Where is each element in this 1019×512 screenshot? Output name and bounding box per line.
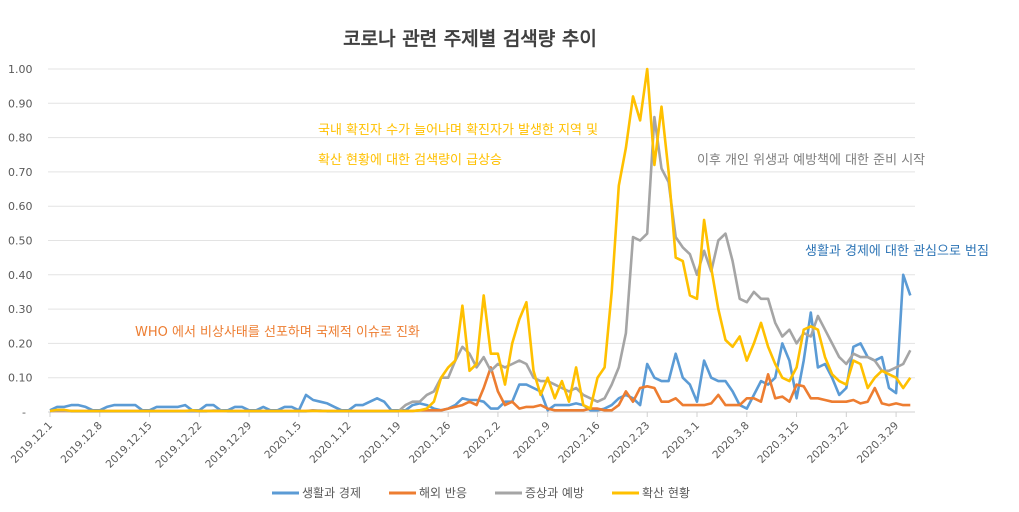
x-tick-label: 2020.3.8 bbox=[710, 420, 752, 462]
y-tick-label: 0.40 bbox=[8, 269, 33, 282]
annotation-who: WHO 에서 비상사태를 선포하며 국제적 이슈로 진화 bbox=[135, 325, 420, 340]
annotation-spread-line2: 확산 현황에 대한 검색량이 급상승 bbox=[318, 153, 502, 168]
x-tick-label: 2020.3.1 bbox=[661, 420, 703, 462]
x-tick-label: 2020.1.5 bbox=[262, 420, 304, 462]
legend-label: 증상과 예방 bbox=[525, 486, 584, 500]
series-line-확산-현황 bbox=[49, 67, 912, 413]
y-tick-label: 1.00 bbox=[8, 63, 33, 76]
x-tick-label: 2019.12.8 bbox=[59, 420, 105, 466]
x-tick-label: 2019.12.22 bbox=[153, 420, 204, 471]
x-tick-label: 2020.1.12 bbox=[307, 420, 353, 466]
x-tick-label: 2020.3.22 bbox=[805, 420, 851, 466]
y-tick-label: 0.20 bbox=[8, 337, 33, 350]
y-tick-label: 0.90 bbox=[8, 97, 33, 110]
x-tick-label: 2019.12.1 bbox=[9, 420, 55, 466]
series-line-생활과-경제 bbox=[49, 273, 912, 412]
x-tick-label: 2020.1.19 bbox=[357, 420, 403, 466]
y-tick-label: 0.50 bbox=[8, 235, 33, 248]
legend-label: 생활과 경제 bbox=[302, 486, 361, 500]
x-tick-label: 2020.2.2 bbox=[461, 420, 503, 462]
annotation-hygiene: 이후 개인 위생과 예방책에 대한 준비 시작 bbox=[697, 153, 926, 168]
x-tick-label: 2019.12.15 bbox=[104, 420, 155, 471]
x-tick-label: 2020.3.15 bbox=[755, 420, 801, 466]
x-tick-label: 2020.2.23 bbox=[606, 420, 652, 466]
y-tick-label: - bbox=[22, 406, 26, 419]
y-tick-label: 0.30 bbox=[8, 303, 33, 316]
x-tick-label: 2020.3.29 bbox=[855, 420, 901, 466]
x-tick-label: 2019.12.29 bbox=[203, 420, 254, 471]
x-tick-label: 2020.2.9 bbox=[511, 420, 553, 462]
chart-title: 코로나 관련 주제별 검색량 추이 bbox=[343, 28, 597, 50]
legend-label: 확산 현황 bbox=[642, 486, 690, 500]
legend-label: 해외 반응 bbox=[419, 486, 467, 500]
y-tick-label: 0.70 bbox=[8, 166, 33, 179]
y-tick-label: 0.80 bbox=[8, 132, 33, 145]
annotation-economy: 생활과 경제에 대한 관심으로 번짐 bbox=[805, 244, 989, 259]
y-tick-label: 0.10 bbox=[8, 372, 33, 385]
annotation-spread-line1: 국내 확진자 수가 늘어나며 확진자가 발생한 지역 및 bbox=[318, 123, 599, 138]
x-tick-label: 2020.2.16 bbox=[556, 419, 602, 465]
x-tick-label: 2020.1.26 bbox=[407, 419, 453, 465]
y-tick-label: 0.60 bbox=[8, 200, 33, 213]
